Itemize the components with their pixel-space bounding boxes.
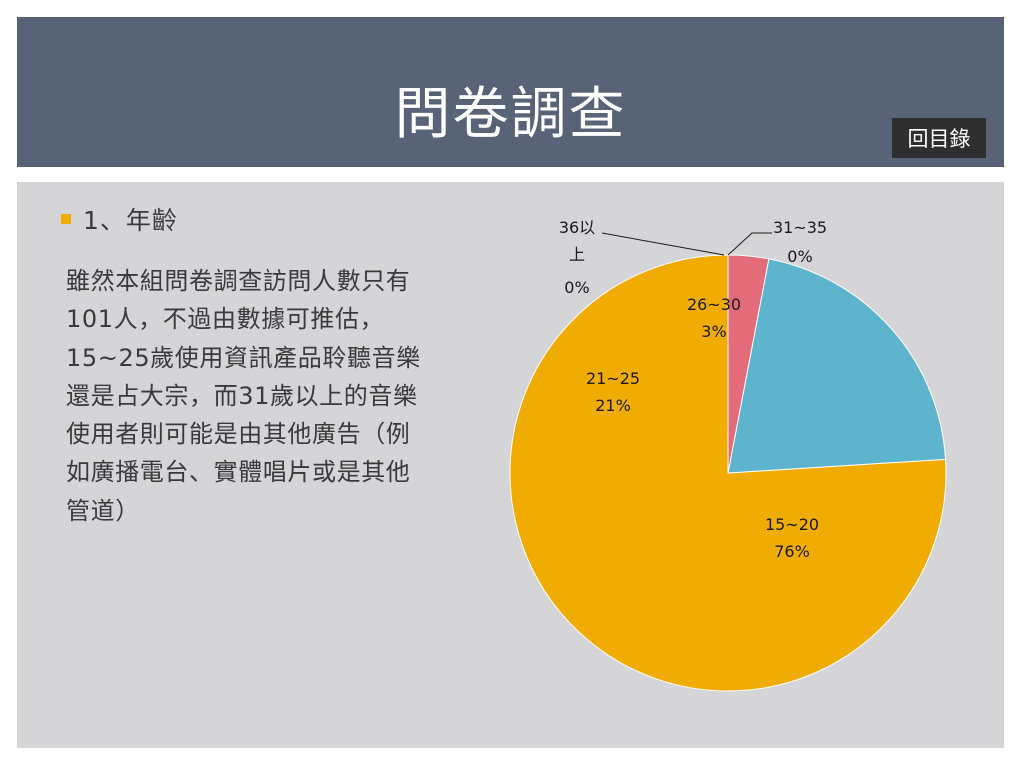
leader-line [601,232,725,256]
slice-label-category: 26~30 [687,295,741,314]
square-bullet-icon [61,214,71,224]
slice-label-value: 21% [595,396,631,415]
slice-label-value: 0% [564,278,589,297]
slice-label-category: 36以 [559,218,595,237]
slice-label-category: 31~35 [773,218,827,237]
page-title: 問卷調查 [394,82,627,147]
pie-slice-21-25 [727,258,947,474]
slice-label-value: 0% [787,247,812,266]
bullet-heading: 1、年齡 [61,201,178,237]
slice-label-category: 上 [569,245,585,264]
title-bar: 問卷調查 回目錄 [17,17,1004,167]
slice-label-value: 3% [701,322,726,341]
body-paragraph: 雖然本組問卷調查訪問人數只有101人，不過由數據可推估，15~25歲使用資訊產品… [66,267,421,525]
slice-label-category: 21~25 [586,369,640,388]
back-to-contents-button[interactable]: 回目錄 [892,118,986,158]
slice-label-value: 76% [774,542,810,561]
bullet-heading-text: 1、年齡 [83,206,178,235]
leader-line [727,232,772,256]
slice-label-category: 15~20 [765,515,819,534]
